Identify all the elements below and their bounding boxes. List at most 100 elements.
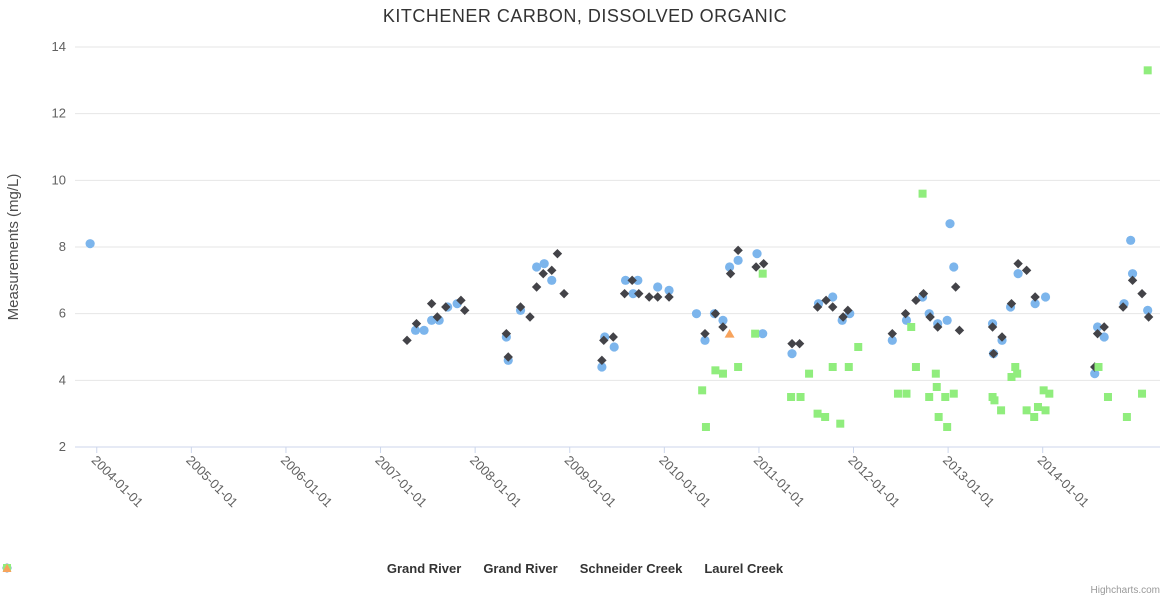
data-point-series-2[interactable]: [552, 248, 563, 259]
data-point-series-3[interactable]: [941, 393, 950, 401]
data-point-series-1[interactable]: [1127, 269, 1138, 279]
data-point-series-1[interactable]: [539, 259, 549, 269]
data-point-series-2[interactable]: [503, 352, 513, 362]
data-point-series-1[interactable]: [597, 362, 607, 372]
data-point-series-1[interactable]: [1092, 322, 1103, 332]
data-point-series-3[interactable]: [911, 363, 920, 371]
data-point-series-2[interactable]: [758, 258, 769, 269]
legend-item-laurel-creek[interactable]: Laurel Creek: [2, 561, 783, 576]
data-point-series-1[interactable]: [1126, 235, 1136, 245]
data-point-series-3[interactable]: [1033, 403, 1042, 411]
data-point-series-1[interactable]: [724, 262, 735, 272]
data-point-series-1[interactable]: [609, 342, 619, 352]
data-point-series-2[interactable]: [1099, 322, 1109, 332]
data-point-series-1[interactable]: [700, 335, 710, 345]
data-point-series-2[interactable]: [997, 332, 1007, 342]
data-point-series-2[interactable]: [525, 312, 535, 322]
data-point-series-3[interactable]: [893, 389, 902, 398]
data-point-series-1[interactable]: [1013, 269, 1023, 279]
data-point-series-2[interactable]: [1021, 265, 1032, 276]
data-point-series-1[interactable]: [1143, 305, 1153, 315]
data-point-series-3[interactable]: [734, 363, 743, 371]
data-point-series-2[interactable]: [411, 318, 422, 329]
data-point-series-3[interactable]: [943, 423, 952, 431]
data-point-series-1[interactable]: [410, 325, 421, 335]
data-point-series-2[interactable]: [559, 288, 569, 299]
data-point-series-3[interactable]: [1022, 406, 1031, 415]
data-point-series-3[interactable]: [821, 413, 830, 421]
data-point-series-1[interactable]: [653, 282, 663, 292]
data-point-series-2[interactable]: [1013, 258, 1023, 269]
data-point-series-1[interactable]: [758, 329, 768, 339]
data-point-series-2[interactable]: [1118, 302, 1128, 312]
data-point-series-2[interactable]: [501, 328, 512, 339]
data-point-series-3[interactable]: [925, 393, 934, 401]
data-point-series-1[interactable]: [628, 289, 638, 299]
data-point-series-3[interactable]: [902, 389, 911, 398]
data-point-series-3[interactable]: [1007, 373, 1016, 381]
data-point-series-1[interactable]: [419, 325, 429, 335]
data-point-series-2[interactable]: [599, 335, 609, 346]
data-point-series-3[interactable]: [1011, 363, 1020, 371]
data-point-series-1[interactable]: [1030, 299, 1040, 309]
data-point-series-2[interactable]: [925, 312, 935, 322]
data-point-series-1[interactable]: [532, 262, 542, 272]
data-point-series-2[interactable]: [751, 262, 761, 272]
data-point-series-2[interactable]: [1006, 298, 1017, 309]
data-point-series-2[interactable]: [950, 282, 961, 292]
data-point-series-1[interactable]: [1099, 332, 1109, 342]
data-point-series-1[interactable]: [1090, 369, 1100, 379]
data-point-series-1[interactable]: [547, 275, 557, 285]
data-point-series-2[interactable]: [634, 288, 644, 299]
data-point-series-3[interactable]: [758, 269, 767, 278]
data-point-series-3[interactable]: [1143, 66, 1152, 75]
legend-item-schneider-creek[interactable]: Schneider Creek: [3, 561, 682, 576]
data-point-series-3[interactable]: [1039, 386, 1048, 395]
data-point-series-3[interactable]: [787, 393, 796, 401]
data-point-series-2[interactable]: [653, 292, 663, 302]
data-point-series-1[interactable]: [633, 275, 643, 285]
data-point-series-1[interactable]: [828, 292, 838, 302]
data-point-series-2[interactable]: [918, 288, 929, 299]
data-point-series-3[interactable]: [813, 409, 822, 418]
highcharts-credit-link[interactable]: Highcharts.com: [1090, 585, 1160, 596]
data-point-series-2[interactable]: [441, 302, 451, 312]
data-point-series-3[interactable]: [1030, 413, 1039, 421]
data-point-series-2[interactable]: [733, 245, 743, 256]
data-point-series-2[interactable]: [725, 268, 736, 279]
data-point-series-3[interactable]: [1013, 369, 1022, 378]
legend-item-grand-river-2[interactable]: Grand River: [2, 561, 558, 576]
data-point-series-2[interactable]: [644, 292, 654, 302]
data-point-series-3[interactable]: [698, 386, 707, 395]
data-point-series-3[interactable]: [1122, 413, 1131, 421]
data-point-series-4[interactable]: [724, 329, 735, 338]
data-point-series-2[interactable]: [954, 325, 965, 336]
data-point-series-3[interactable]: [932, 383, 941, 391]
data-point-series-2[interactable]: [887, 328, 897, 339]
data-point-series-3[interactable]: [949, 389, 958, 398]
data-point-series-2[interactable]: [838, 312, 848, 322]
data-point-series-1[interactable]: [787, 349, 797, 359]
data-point-series-2[interactable]: [812, 302, 823, 312]
data-point-series-3[interactable]: [805, 369, 814, 378]
data-point-series-3[interactable]: [844, 363, 853, 371]
data-point-series-3[interactable]: [854, 343, 863, 351]
data-point-series-2[interactable]: [787, 338, 797, 349]
data-point-series-2[interactable]: [987, 322, 998, 332]
data-point-series-1[interactable]: [691, 309, 702, 319]
data-point-series-3[interactable]: [711, 366, 720, 375]
data-point-series-2[interactable]: [531, 282, 542, 292]
legend-item-grand-river-1[interactable]: Grand River: [2, 561, 461, 576]
data-point-series-2[interactable]: [538, 268, 548, 279]
data-point-series-2[interactable]: [1092, 328, 1103, 339]
data-point-series-2[interactable]: [843, 305, 853, 316]
data-point-series-1[interactable]: [85, 239, 95, 249]
data-point-series-2[interactable]: [515, 302, 526, 312]
data-point-series-3[interactable]: [701, 423, 710, 431]
data-point-series-2[interactable]: [619, 288, 630, 299]
data-point-series-1[interactable]: [620, 275, 631, 285]
data-point-series-3[interactable]: [907, 323, 916, 331]
data-point-series-2[interactable]: [1137, 288, 1147, 299]
data-point-series-3[interactable]: [828, 363, 837, 371]
data-point-series-2[interactable]: [402, 335, 412, 346]
